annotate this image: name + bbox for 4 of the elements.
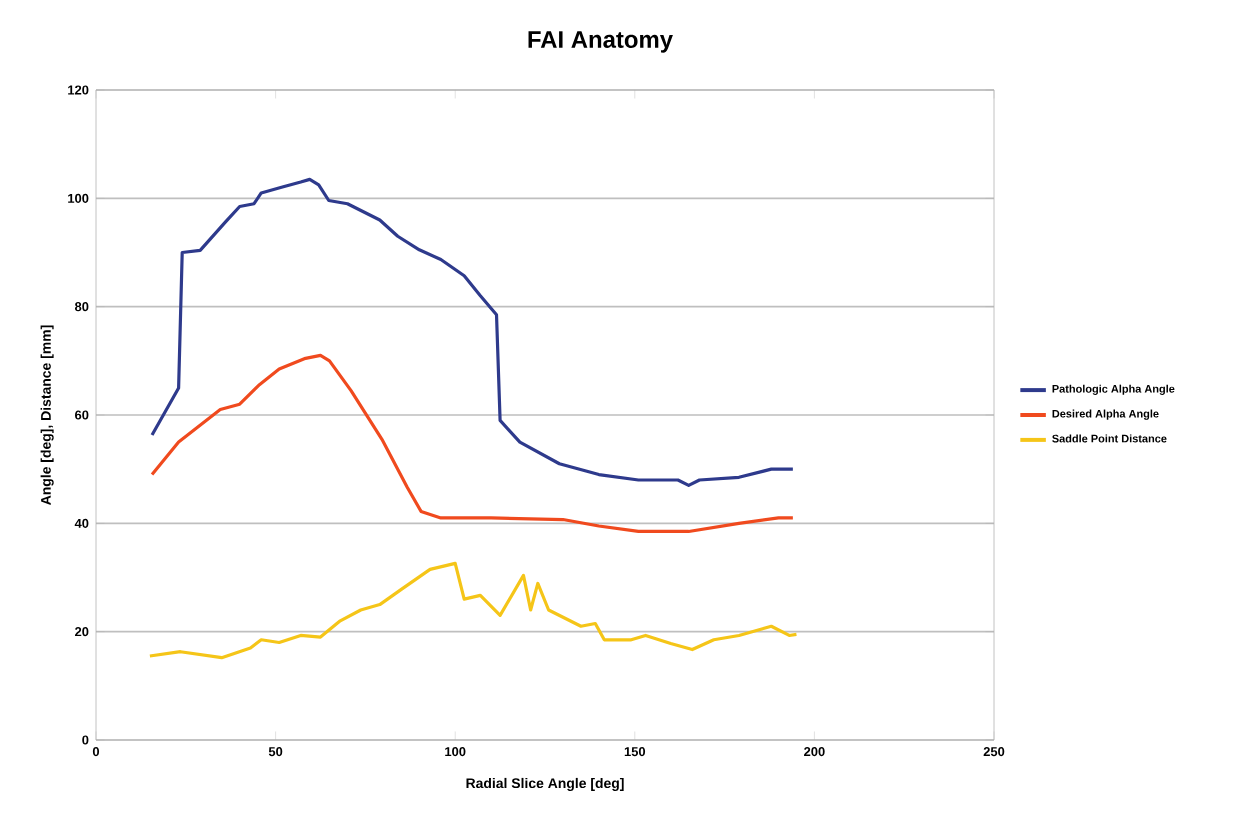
line-series [150,177,795,488]
chart-title: FAI Anatomy [528,31,673,53]
line-series [150,353,795,534]
line-series [148,561,799,660]
